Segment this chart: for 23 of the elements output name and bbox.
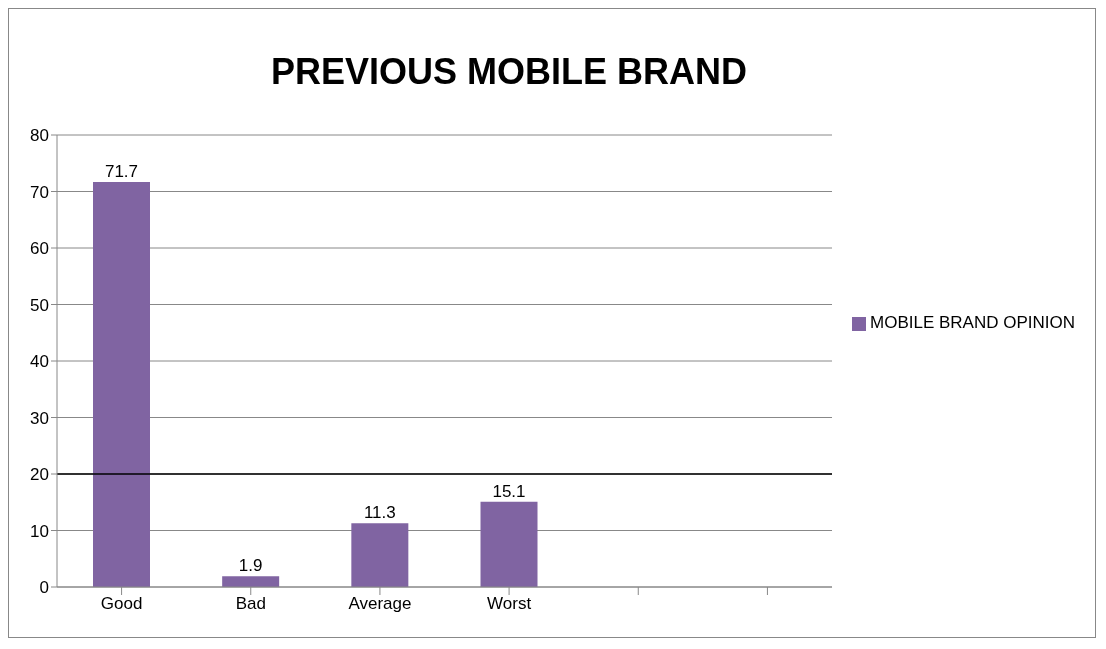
data-label: 15.1 bbox=[492, 481, 526, 501]
bar bbox=[480, 501, 538, 587]
y-tick-label: 20 bbox=[30, 465, 49, 485]
y-tick-label: 10 bbox=[30, 521, 49, 541]
legend-label: MOBILE BRAND OPINION bbox=[870, 313, 1075, 332]
y-tick-label: 50 bbox=[30, 295, 49, 315]
x-tick-label: Worst bbox=[487, 594, 532, 614]
y-tick-label: 60 bbox=[30, 239, 49, 259]
data-label: 71.7 bbox=[104, 161, 139, 181]
y-tick-label: 40 bbox=[30, 352, 49, 372]
y-tick-label: 0 bbox=[39, 578, 49, 598]
bar bbox=[351, 523, 409, 587]
y-tick-label: 70 bbox=[30, 182, 49, 202]
y-tick-label: 80 bbox=[30, 126, 49, 146]
chart-title: PREVIOUS MOBILE BRAND bbox=[269, 51, 748, 93]
x-tick-label: Good bbox=[100, 594, 143, 614]
y-tick-label: 30 bbox=[30, 408, 49, 428]
bar bbox=[93, 181, 150, 587]
data-label: 1.9 bbox=[238, 556, 263, 576]
data-label: 11.3 bbox=[363, 503, 396, 523]
x-tick-label: Average bbox=[348, 594, 412, 614]
bar bbox=[222, 576, 280, 587]
x-tick-label: Bad bbox=[235, 594, 266, 614]
